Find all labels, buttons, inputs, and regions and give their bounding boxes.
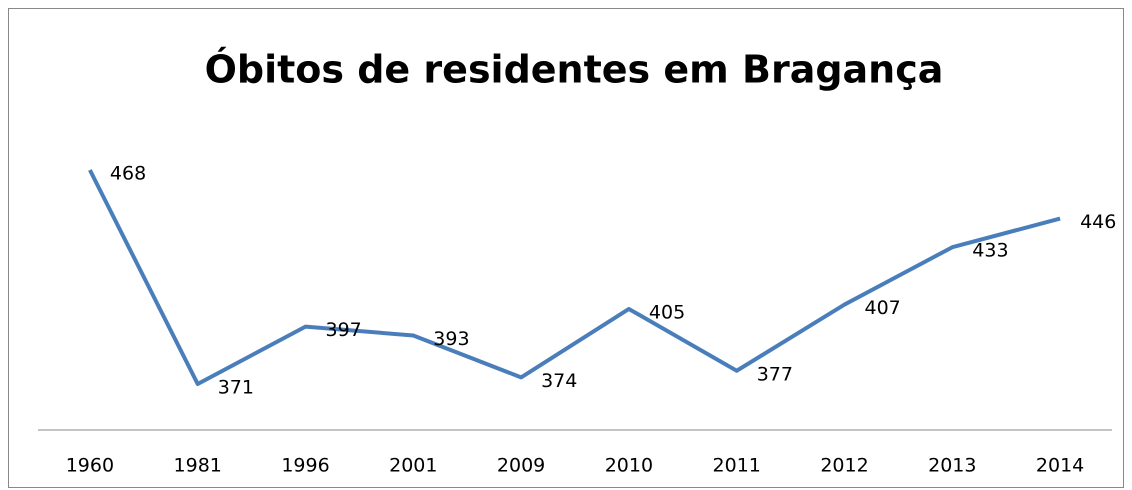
x-tick-label: 1981: [174, 455, 222, 477]
chart-title: Óbitos de residentes em Bragança: [205, 48, 944, 92]
x-tick-label: 2010: [605, 455, 653, 477]
x-tick-label: 2012: [820, 455, 868, 477]
x-tick-label: 2001: [389, 455, 437, 477]
data-label: 393: [433, 328, 469, 350]
data-label: 397: [326, 319, 362, 341]
x-tick-label: 2014: [1036, 455, 1084, 477]
x-tick-label: 1960: [66, 455, 114, 477]
x-tick-label: 2013: [928, 455, 976, 477]
x-tick-label: 1996: [281, 455, 329, 477]
data-label: 405: [649, 301, 685, 323]
data-label: 446: [1080, 211, 1116, 233]
data-label: 377: [757, 363, 793, 385]
data-label: 374: [541, 370, 577, 392]
x-tick-label: 2011: [713, 455, 761, 477]
data-label: 407: [865, 297, 901, 319]
line: [88, 169, 1061, 386]
data-label: 433: [972, 240, 1008, 262]
data-label: 468: [110, 163, 146, 185]
data-label: 371: [218, 377, 254, 399]
chart-border: [8, 8, 1124, 488]
x-tick-label: 2009: [497, 455, 545, 477]
